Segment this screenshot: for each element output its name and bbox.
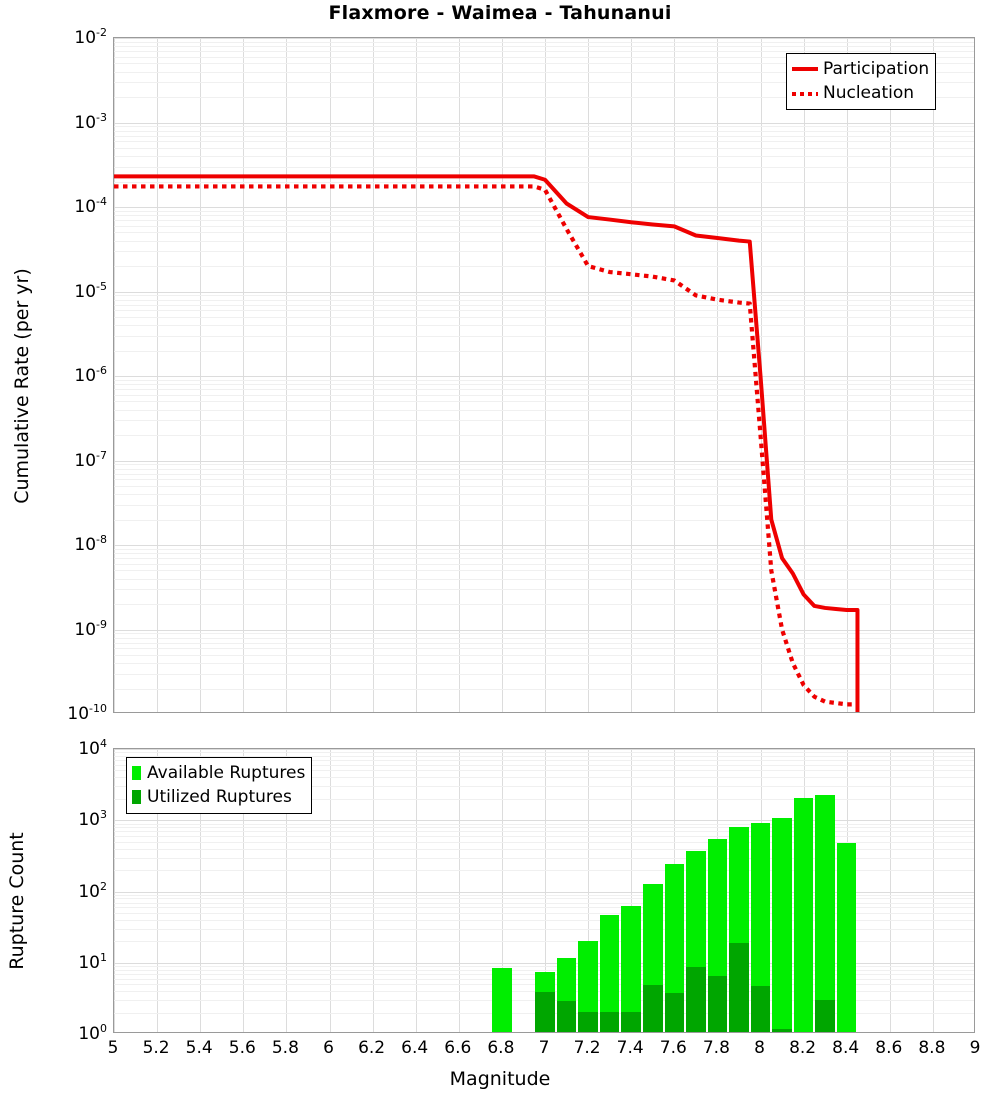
- bar-available: [708, 839, 728, 1033]
- x-tick-label: 5.6: [229, 1038, 256, 1058]
- utilized-color-swatch: [132, 790, 141, 804]
- bar-available: [729, 827, 749, 1032]
- x-tick-label: 8.4: [832, 1038, 859, 1058]
- legend-item-participation: Participation: [792, 57, 929, 81]
- legend-curves: Participation Nucleation: [786, 53, 936, 110]
- bar-utilized: [815, 1000, 835, 1032]
- bar-utilized: [643, 985, 663, 1032]
- x-tick-label: 7: [539, 1038, 550, 1058]
- legend-label-participation: Participation: [823, 59, 929, 79]
- legend-item-utilized: Utilized Ruptures: [132, 785, 305, 809]
- bar-utilized: [729, 943, 749, 1032]
- x-tick-label: 9: [970, 1038, 981, 1058]
- bar-available: [492, 968, 512, 1032]
- bar-utilized: [535, 992, 555, 1032]
- cumulative-rate-plot: [113, 37, 975, 713]
- y-tick-label: 10-10: [67, 703, 107, 723]
- x-tick-label: 5: [108, 1038, 119, 1058]
- y-axis-label-bottom: Rupture Count: [6, 751, 28, 1051]
- bar-available: [772, 818, 792, 1032]
- x-tick-label: 8: [754, 1038, 765, 1058]
- bar-available: [686, 851, 706, 1032]
- x-tick-label: 7.4: [617, 1038, 644, 1058]
- bar-utilized: [686, 967, 706, 1033]
- x-tick-label: 8.6: [875, 1038, 902, 1058]
- bar-utilized: [772, 1029, 792, 1032]
- bar-available: [751, 823, 771, 1032]
- bar-available: [643, 884, 663, 1032]
- legend-label-available: Available Ruptures: [147, 763, 305, 783]
- bar-utilized: [557, 1001, 577, 1032]
- y-tick-label: 10-7: [74, 450, 107, 470]
- bar-available: [578, 941, 598, 1032]
- bar-available: [621, 906, 641, 1032]
- y-tick-label: 10-4: [74, 196, 107, 216]
- bar-utilized: [665, 993, 685, 1032]
- chart-title: Flaxmore - Waimea - Tahunanui: [0, 2, 1000, 24]
- rate-curves: [114, 38, 975, 713]
- x-tick-label: 6.6: [444, 1038, 471, 1058]
- y-tick-label: 100: [78, 1023, 107, 1043]
- y-tick-label: 10-6: [74, 365, 107, 385]
- curve-participation: [114, 176, 857, 713]
- x-tick-label: 8.8: [918, 1038, 945, 1058]
- y-tick-label: 103: [78, 809, 107, 829]
- bar-utilized: [751, 986, 771, 1032]
- y-tick-label: 10-9: [74, 619, 107, 639]
- y-axis-label-top: Cumulative Rate (per yr): [11, 186, 33, 586]
- solid-line-icon: [792, 61, 818, 77]
- y-tick-label: 10-3: [74, 112, 107, 132]
- bar-utilized: [578, 1012, 598, 1032]
- bar-available: [837, 843, 857, 1032]
- bar-available: [557, 958, 577, 1032]
- legend-item-nucleation: Nucleation: [792, 81, 929, 105]
- x-tick-label: 5.4: [186, 1038, 213, 1058]
- x-tick-label: 5.8: [272, 1038, 299, 1058]
- y-tick-label: 101: [78, 952, 107, 972]
- y-tick-label: 102: [78, 881, 107, 901]
- legend-ruptures: Available Ruptures Utilized Ruptures: [126, 757, 312, 814]
- x-tick-label: 7.6: [660, 1038, 687, 1058]
- bar-available: [535, 972, 555, 1032]
- bar-available: [794, 798, 814, 1032]
- bar-utilized: [600, 1012, 620, 1032]
- bar-utilized: [708, 976, 728, 1033]
- bar-available: [815, 795, 835, 1032]
- bar-utilized: [621, 1012, 641, 1032]
- y-tick-label: 10-2: [74, 27, 107, 47]
- bar-available: [665, 864, 685, 1032]
- available-color-swatch: [132, 766, 141, 780]
- legend-item-available: Available Ruptures: [132, 761, 305, 785]
- x-tick-label: 6.8: [487, 1038, 514, 1058]
- bar-available: [600, 915, 620, 1032]
- x-tick-label: 8.2: [789, 1038, 816, 1058]
- dotted-line-icon: [792, 85, 818, 101]
- y-tick-label: 104: [78, 738, 107, 758]
- y-tick-label: 10-8: [74, 534, 107, 554]
- x-tick-label: 6.2: [358, 1038, 385, 1058]
- x-tick-label: 5.2: [143, 1038, 170, 1058]
- x-tick-label: 6: [323, 1038, 334, 1058]
- curve-nucleation: [114, 186, 857, 704]
- x-tick-label: 6.4: [401, 1038, 428, 1058]
- x-tick-label: 7.2: [574, 1038, 601, 1058]
- legend-label-nucleation: Nucleation: [823, 83, 914, 103]
- x-axis-label: Magnitude: [0, 1068, 1000, 1090]
- y-tick-label: 10-5: [74, 281, 107, 301]
- legend-label-utilized: Utilized Ruptures: [147, 787, 292, 807]
- x-tick-label: 7.8: [703, 1038, 730, 1058]
